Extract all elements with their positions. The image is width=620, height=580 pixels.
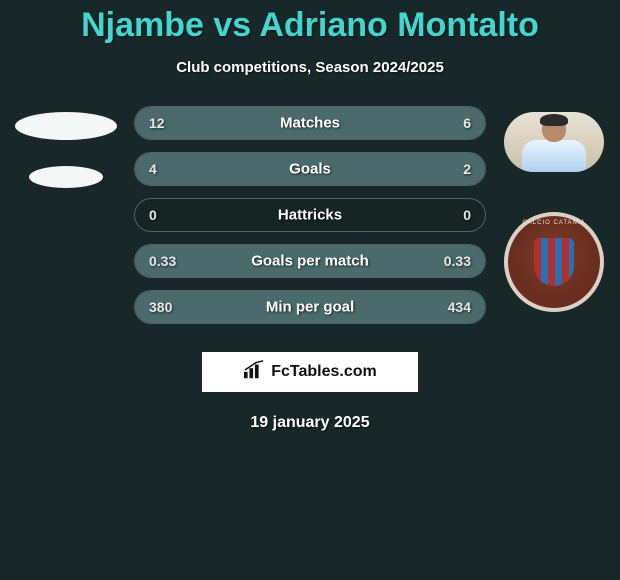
brand-text: FcTables.com — [271, 363, 377, 381]
stat-bar: 380 434 Min per goal — [134, 290, 486, 324]
stat-right-value: 0.33 — [444, 253, 471, 269]
comparison-row: 12 6 Matches 4 2 Goals 0 0 Hattricks 0.33 0.33 Goal… — [0, 106, 620, 324]
stat-fill-left — [135, 153, 370, 185]
stat-bar: 4 2 Goals — [134, 152, 486, 186]
stat-right-value: 0 — [463, 207, 471, 223]
player-right-col: CALCIO CATANIA — [494, 106, 614, 312]
player-left-avatar-placeholder — [15, 112, 117, 140]
player-right-club-badge: CALCIO CATANIA — [504, 212, 604, 312]
club-badge-text: CALCIO CATANIA — [504, 220, 604, 226]
player-right-avatar — [504, 112, 604, 172]
stat-left-value: 380 — [149, 299, 172, 315]
stat-right-value: 434 — [448, 299, 471, 315]
player-left-club-placeholder — [29, 166, 103, 188]
stat-right-value: 6 — [463, 115, 471, 131]
stat-label: Goals per match — [251, 253, 369, 270]
stat-left-value: 4 — [149, 161, 157, 177]
page-title: Njambe vs Adriano Montalto — [0, 0, 620, 45]
stat-label: Hattricks — [278, 207, 342, 224]
chart-icon — [243, 360, 265, 385]
stat-label: Min per goal — [266, 299, 354, 316]
date-text: 19 january 2025 — [0, 414, 620, 432]
player-left-col — [6, 106, 126, 214]
stat-bar: 12 6 Matches — [134, 106, 486, 140]
page-subtitle: Club competitions, Season 2024/2025 — [0, 59, 620, 76]
stats-column: 12 6 Matches 4 2 Goals 0 0 Hattricks 0.33 0.33 Goal… — [126, 106, 494, 324]
stat-bar: 0.33 0.33 Goals per match — [134, 244, 486, 278]
stat-left-value: 0 — [149, 207, 157, 223]
stat-left-value: 12 — [149, 115, 165, 131]
stat-label: Matches — [280, 115, 340, 132]
stat-left-value: 0.33 — [149, 253, 176, 269]
stat-bar: 0 0 Hattricks — [134, 198, 486, 232]
stat-label: Goals — [289, 161, 331, 178]
stat-right-value: 2 — [463, 161, 471, 177]
brand-box[interactable]: FcTables.com — [202, 352, 418, 392]
